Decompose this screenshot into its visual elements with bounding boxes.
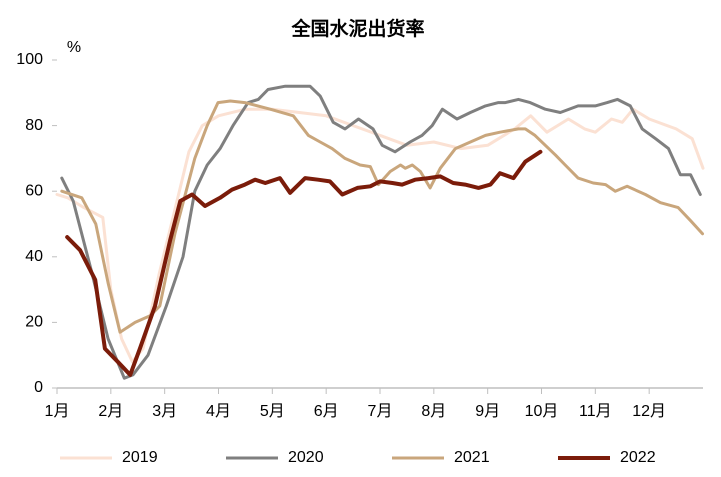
- y-tick-label: 40: [25, 248, 43, 265]
- y-tick-label: 20: [25, 314, 43, 331]
- x-tick-label: 9月: [475, 403, 500, 420]
- x-tick-label: 12月: [632, 403, 666, 420]
- x-tick-label: 8月: [421, 403, 446, 420]
- x-tick-label: 10月: [525, 403, 559, 420]
- series-line: [60, 99, 704, 334]
- y-tick-label: 80: [25, 117, 43, 134]
- x-tick-label: 4月: [206, 403, 231, 420]
- x-tick-label: 7月: [368, 403, 393, 420]
- x-tick-label: 6月: [314, 403, 339, 420]
- legend-label: 2019: [122, 449, 158, 466]
- x-tick-label: 11月: [579, 403, 612, 420]
- chart-title: 全国水泥出货率: [290, 17, 424, 40]
- x-tick-label: 3月: [152, 403, 177, 420]
- x-tick-label: 5月: [260, 403, 285, 420]
- y-unit-label: %: [67, 39, 81, 56]
- series-line: [65, 149, 543, 377]
- x-tick-label: 1月: [45, 403, 70, 420]
- y-tick-label: 60: [25, 182, 43, 199]
- series-line: [55, 107, 705, 364]
- series-line: [60, 84, 702, 380]
- y-tick-label: 100: [16, 51, 43, 68]
- legend-label: 2021: [454, 449, 490, 466]
- y-tick-label: 0: [34, 379, 43, 396]
- x-tick-label: 2月: [98, 403, 123, 420]
- legend-label: 2022: [620, 449, 656, 466]
- legend-label: 2020: [288, 449, 324, 466]
